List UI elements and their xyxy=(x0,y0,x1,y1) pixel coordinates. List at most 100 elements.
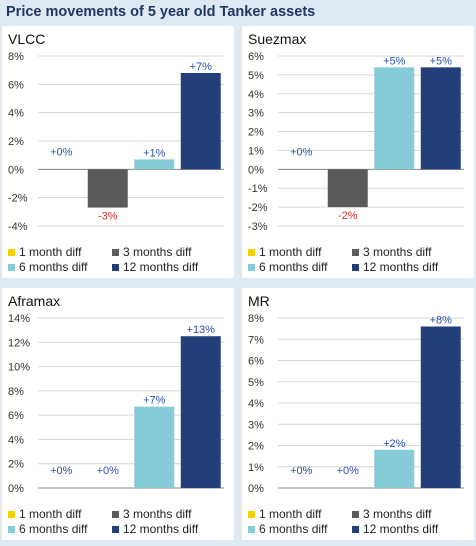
legend-item: 3 months diff xyxy=(352,245,472,259)
y-tick-label: 8% xyxy=(248,313,264,325)
y-tick-label: 4% xyxy=(8,434,24,446)
y-tick-label: 3% xyxy=(248,108,264,120)
y-tick-label: 2% xyxy=(248,127,264,139)
legend-label: 12 months diff xyxy=(123,260,199,274)
chart-title: Aframax xyxy=(8,293,60,309)
legend-swatch xyxy=(352,263,359,271)
y-tick-label: 8% xyxy=(8,386,24,398)
y-tick-label: 0% xyxy=(8,483,24,495)
legend-suezmax: 1 month diff 3 months diff 6 months diff 12… xyxy=(248,245,472,274)
legend-item: 12 months diff xyxy=(352,260,472,274)
data-label-6-months-diff: +7% xyxy=(143,395,166,407)
legend-label: 3 months diff xyxy=(123,245,192,259)
legend-item: 6 months diff xyxy=(248,522,352,536)
legend-swatch xyxy=(248,525,255,533)
y-tick-label: 5% xyxy=(248,70,264,82)
legend-item: 1 month diff xyxy=(248,245,352,259)
data-label-3-months-diff: +0% xyxy=(337,465,360,477)
legend-swatch xyxy=(112,248,119,256)
y-tick-label: 4% xyxy=(8,108,24,120)
legend-swatch xyxy=(352,248,359,256)
legend-swatch xyxy=(248,248,255,256)
legend-swatch xyxy=(112,510,119,518)
legend-label: 1 month diff xyxy=(259,245,322,259)
data-label-1-month-diff: +0% xyxy=(50,465,73,477)
legend-swatch xyxy=(352,525,359,533)
legend-label: 1 month diff xyxy=(259,507,322,521)
chart-title: Suezmax xyxy=(248,31,306,47)
data-label-6-months-diff: +5% xyxy=(383,55,406,67)
legend-label: 1 month diff xyxy=(19,507,82,521)
y-tick-label: 4% xyxy=(248,398,264,410)
legend-label: 3 months diff xyxy=(123,507,192,521)
data-label-12-months-diff: +7% xyxy=(190,61,213,73)
chart-panel-suezmax: Suezmax -3% -2% -1% 0% 1% 2% 3% 4% 5% 6% +0% -2% +5% +… xyxy=(242,26,474,278)
bar-6-months-diff xyxy=(374,449,415,488)
legend-swatch xyxy=(8,525,15,533)
legend-swatch xyxy=(112,525,119,533)
y-tick-label: 8% xyxy=(8,51,24,63)
legend-swatch xyxy=(352,510,359,518)
bar-12-months-diff xyxy=(180,73,221,170)
chart-suezmax: Suezmax -3% -2% -1% 0% 1% 2% 3% 4% 5% 6% +0% -2% +5% +… xyxy=(248,31,464,233)
data-label-1-month-diff: +0% xyxy=(290,465,313,477)
y-tick-label: 3% xyxy=(248,419,264,431)
legend-item: 12 months diff xyxy=(352,522,472,536)
legend-swatch xyxy=(8,510,15,518)
legend-item: 3 months diff xyxy=(112,507,232,521)
chart-aframax: Aframax 0% 2% 4% 6% 8% 10% 12% 14% +0% +0% +7% +13% xyxy=(8,293,224,495)
y-tick-label: 0% xyxy=(8,164,24,176)
legend-item: 1 month diff xyxy=(248,507,352,521)
legend-item: 1 month diff xyxy=(8,245,112,259)
y-tick-label: 1% xyxy=(248,145,264,157)
y-tick-label: 2% xyxy=(8,459,24,471)
legend-item: 6 months diff xyxy=(8,522,112,536)
data-label-12-months-diff: +5% xyxy=(430,55,453,67)
legend-label: 6 months diff xyxy=(259,522,328,536)
y-tick-label: 2% xyxy=(248,441,264,453)
legend-item: 3 months diff xyxy=(112,245,232,259)
bar-12-months-diff xyxy=(180,336,221,488)
y-tick-label: 6% xyxy=(8,410,24,422)
legend-item: 12 months diff xyxy=(112,260,232,274)
chart-panel-mr: MR 0% 1% 2% 3% 4% 5% 6% 7% 8% +0% +0% +2% +8% 1 month… xyxy=(242,288,474,540)
chart-mr: MR 0% 1% 2% 3% 4% 5% 6% 7% 8% +0% +0% +2% +8% xyxy=(248,293,464,495)
legend-label: 3 months diff xyxy=(363,507,432,521)
legend-swatch xyxy=(248,263,255,271)
y-tick-label: 4% xyxy=(248,89,264,101)
bar-3-months-diff xyxy=(327,169,368,208)
legend-aframax: 1 month diff 3 months diff 6 months diff 12… xyxy=(8,507,232,536)
y-tick-label: 6% xyxy=(248,51,264,63)
data-label-1-month-diff: +0% xyxy=(50,146,73,158)
legend-item: 6 months diff xyxy=(8,260,112,274)
y-tick-label: 7% xyxy=(248,334,264,346)
y-tick-label: 10% xyxy=(8,362,30,374)
legend-label: 12 months diff xyxy=(123,522,199,536)
legend-item: 1 month diff xyxy=(8,507,112,521)
y-tick-label: -2% xyxy=(8,193,28,205)
y-tick-label: -3% xyxy=(248,221,268,233)
page-title: Price movements of 5 year old Tanker ass… xyxy=(6,4,316,20)
y-tick-label: 6% xyxy=(8,79,24,91)
legend-item: 6 months diff xyxy=(248,260,352,274)
data-label-6-months-diff: +2% xyxy=(383,438,406,450)
chart-panel-vlcc: VLCC -4% -2% 0% 2% 4% 6% 8% +0% -3% +1% +7% 1 month… xyxy=(2,26,234,278)
bar-3-months-diff xyxy=(87,169,128,208)
legend-swatch xyxy=(112,263,119,271)
legend-mr: 1 month diff 3 months diff 6 months diff 12… xyxy=(248,507,472,536)
y-tick-label: 0% xyxy=(248,164,264,176)
y-tick-label: 1% xyxy=(248,462,264,474)
legend-swatch xyxy=(248,510,255,518)
chart-title: VLCC xyxy=(8,31,45,47)
data-label-6-months-diff: +1% xyxy=(143,147,166,159)
chart-panel-aframax: Aframax 0% 2% 4% 6% 8% 10% 12% 14% +0% +0% +7% +13% … xyxy=(2,288,234,540)
data-label-1-month-diff: +0% xyxy=(290,146,313,158)
legend-label: 6 months diff xyxy=(19,522,88,536)
y-tick-label: 6% xyxy=(248,356,264,368)
legend-item: 3 months diff xyxy=(352,507,472,521)
data-label-12-months-diff: +8% xyxy=(430,315,453,327)
bar-6-months-diff xyxy=(374,67,415,170)
y-tick-label: -4% xyxy=(8,221,28,233)
legend-label: 6 months diff xyxy=(19,260,88,274)
legend-label: 1 month diff xyxy=(19,245,82,259)
